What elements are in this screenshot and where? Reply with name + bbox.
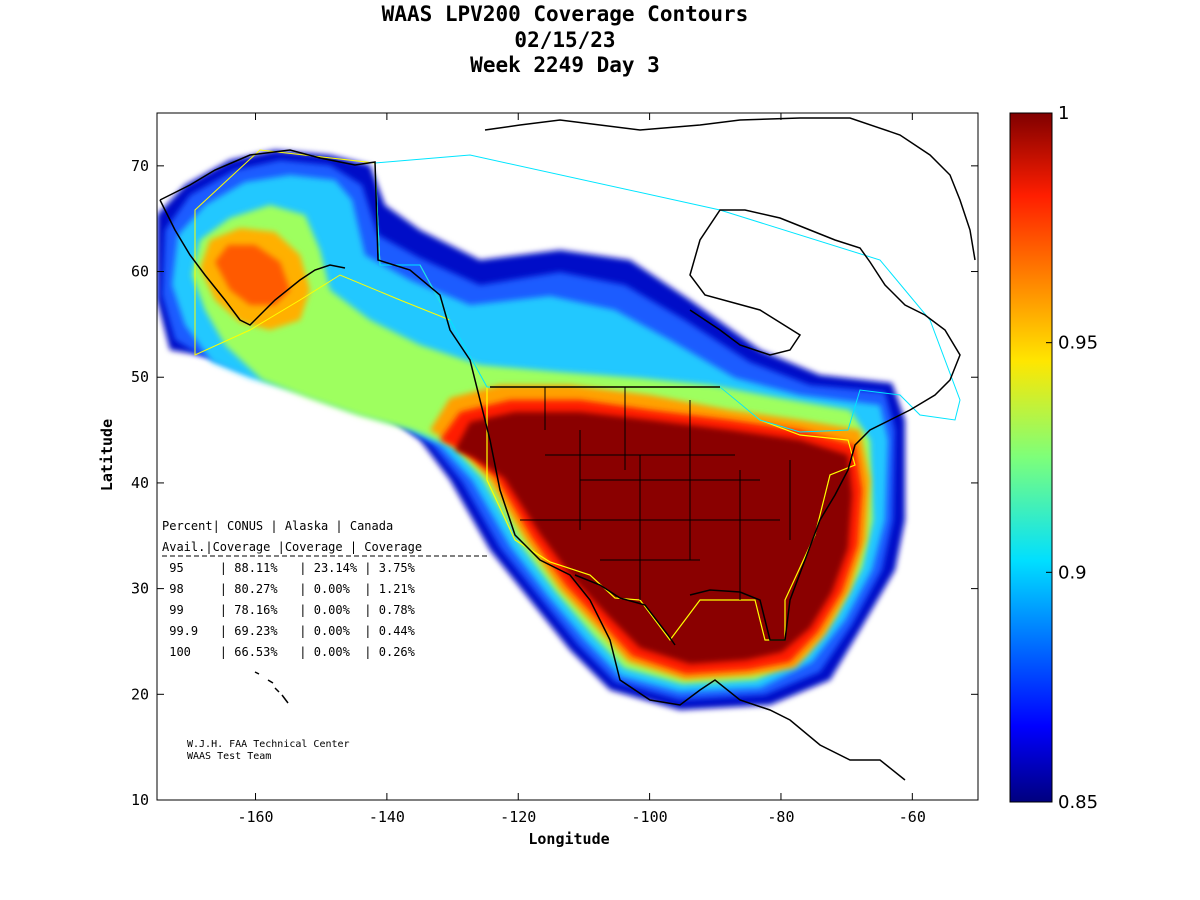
colorbar-tick-label: 0.95 [1058, 333, 1098, 354]
y-axis-label: Latitude [98, 419, 116, 491]
colorbar-tick-label: 0.85 [1058, 792, 1098, 813]
contour-1.0 [455, 412, 852, 664]
canada-boundary [374, 154, 961, 433]
x-axis-label: Longitude [528, 830, 609, 848]
service-boundaries [194, 149, 961, 641]
y-tick-label: 70 [131, 157, 149, 175]
colorbar-tick-label: 1 [1058, 103, 1069, 124]
credit-line-1: W.J.H. FAA Technical Center [187, 739, 350, 750]
x-tick-label: -120 [500, 808, 536, 826]
colorbar [1009, 112, 1053, 803]
y-tick-label: 50 [131, 368, 149, 386]
x-tick-label: -100 [632, 808, 668, 826]
y-tick-label: 20 [131, 685, 149, 703]
table-row: 98 | 80.27% | 0.00% | 1.21% [162, 582, 416, 596]
contour-alaska-0.98 [215, 245, 290, 305]
table-row: 99 | 78.16% | 0.00% | 0.78% [162, 603, 416, 617]
y-tick-label: 10 [131, 791, 149, 809]
chart-title: WAAS LPV200 Coverage Contours [381, 2, 749, 26]
conus-boundary [486, 386, 856, 641]
credit-line-2: WAAS Test Team [187, 751, 271, 762]
coverage-table: Percent| CONUS | Alaska | Canada Avail.|… [162, 519, 490, 659]
hawaii-islands [254, 671, 289, 704]
arctic-coastline [484, 117, 976, 261]
plot-frame [156, 112, 979, 801]
table-header-row2: Avail.|Coverage |Coverage | Coverage [162, 540, 422, 554]
atlantic-hudson-coastline [689, 209, 961, 641]
x-tick-label: -60 [899, 808, 926, 826]
y-tick-label: 40 [131, 474, 149, 492]
state-borders [520, 387, 791, 600]
state-lines [520, 387, 791, 600]
y-tick-label: 60 [131, 263, 149, 281]
table-row: 99.9 | 69.23% | 0.00% | 0.44% [162, 624, 416, 638]
pacific-coastline [159, 149, 906, 781]
us-mexico-border [574, 574, 676, 646]
y-axis-ticks: 70 60 50 40 30 20 10 [131, 157, 978, 809]
table-row: 95 | 88.11% | 23.14% | 3.75% [162, 561, 416, 575]
x-tick-label: -140 [369, 808, 405, 826]
y-tick-label: 30 [131, 580, 149, 598]
alaska-coast [159, 199, 346, 326]
x-axis-ticks: -160 -140 -120 -100 -80 -60 [237, 113, 926, 826]
table-rows: 95 | 88.11% | 23.14% | 3.75% 98 | 80.27%… [162, 561, 416, 659]
x-tick-label: -80 [767, 808, 794, 826]
chart-week-day: Week 2249 Day 3 [470, 53, 660, 77]
coastlines [159, 117, 976, 781]
colorbar-ticks: 1 0.95 0.9 0.85 [1046, 103, 1098, 813]
chart-date: 02/15/23 [514, 28, 616, 52]
colorbar-tick-label: 0.9 [1058, 562, 1087, 583]
table-row: 100 | 66.53% | 0.00% | 0.26% [162, 645, 416, 659]
table-header-row1: Percent| CONUS | Alaska | Canada [162, 519, 393, 533]
x-tick-label: -160 [237, 808, 273, 826]
